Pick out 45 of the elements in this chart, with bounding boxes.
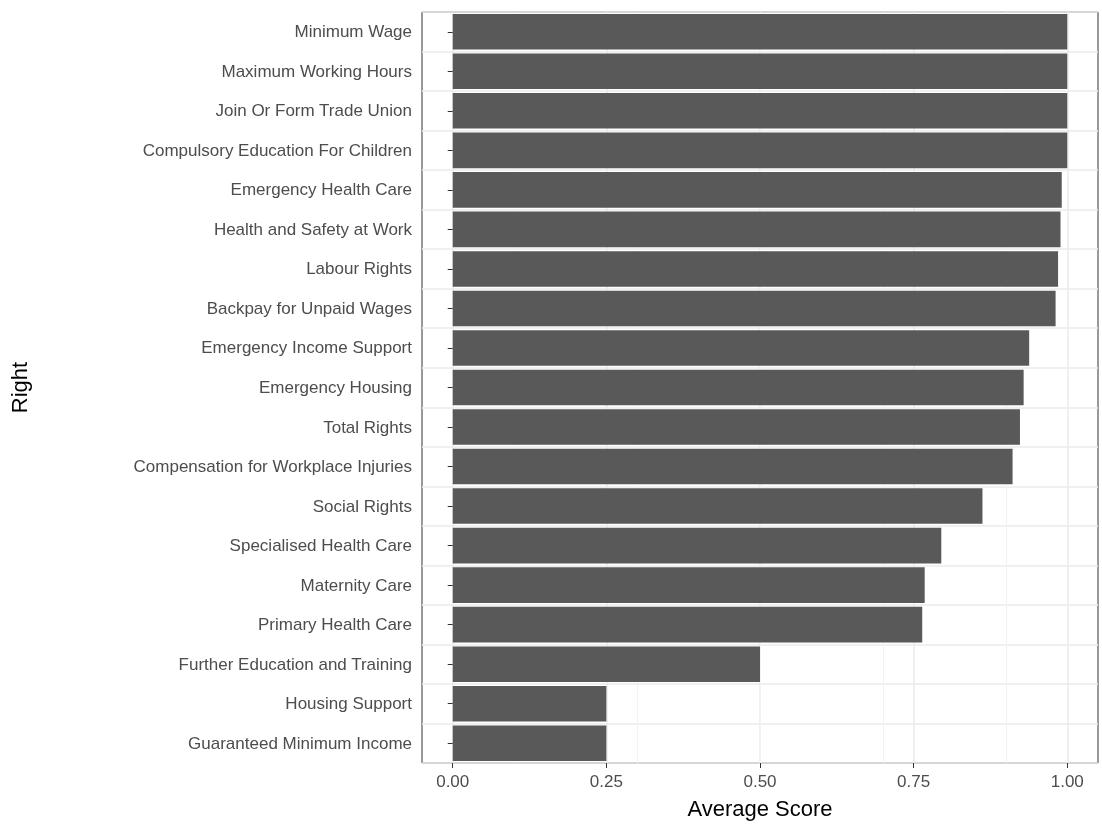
y-tick-label: Maternity Care bbox=[300, 575, 412, 595]
y-tick-label: Emergency Income Support bbox=[201, 338, 413, 358]
bar bbox=[452, 409, 1020, 445]
bar bbox=[452, 93, 1068, 129]
bar bbox=[452, 488, 983, 524]
y-tick-label: Guaranteed Minimum Income bbox=[188, 733, 412, 753]
bar bbox=[452, 251, 1059, 287]
bar bbox=[452, 725, 607, 762]
y-tick-label: Labour Rights bbox=[306, 259, 412, 279]
bar bbox=[452, 527, 942, 564]
bar bbox=[452, 290, 1056, 327]
x-tick-label: 0.00 bbox=[436, 772, 470, 791]
y-tick-label: Compensation for Workplace Injuries bbox=[133, 457, 412, 477]
y-tick-label: Backpay for Unpaid Wages bbox=[206, 298, 412, 318]
y-tick-label: Specialised Health Care bbox=[229, 536, 412, 556]
y-tick-label: Primary Health Care bbox=[258, 615, 412, 635]
x-tick-label: 0.50 bbox=[743, 772, 777, 791]
bar bbox=[452, 13, 1068, 50]
x-tick-label: 0.25 bbox=[589, 772, 623, 791]
bar bbox=[452, 211, 1061, 248]
y-tick-label: Health and Safety at Work bbox=[213, 219, 413, 239]
bar bbox=[452, 448, 1013, 485]
x-axis-title: Average Score bbox=[687, 795, 833, 821]
y-tick-label: Maximum Working Hours bbox=[221, 61, 412, 81]
bar bbox=[452, 172, 1062, 208]
y-tick-label: Compulsory Education For Children bbox=[142, 140, 412, 160]
bar bbox=[452, 132, 1068, 169]
bar bbox=[452, 567, 925, 603]
bar bbox=[452, 369, 1024, 406]
y-tick-label: Emergency Housing bbox=[258, 378, 412, 397]
y-tick-label: Housing Support bbox=[285, 694, 413, 714]
bar bbox=[452, 685, 607, 722]
bar bbox=[452, 330, 1030, 366]
y-tick-label: Emergency Health Care bbox=[230, 180, 412, 200]
x-tick-label: 0.75 bbox=[897, 772, 931, 791]
bar bbox=[452, 606, 923, 643]
y-tick-label: Further Education and Training bbox=[178, 654, 412, 674]
y-tick-label: Total Rights bbox=[323, 417, 412, 437]
bar bbox=[452, 53, 1068, 90]
y-tick-label: Join Or Form Trade Union bbox=[215, 101, 412, 121]
y-tick-label: Social Rights bbox=[312, 496, 412, 516]
x-tick-label: 1.00 bbox=[1050, 772, 1084, 791]
bar bbox=[452, 646, 760, 682]
y-axis-title: Right bbox=[6, 361, 32, 414]
y-tick-label: Minimum Wage bbox=[294, 22, 412, 42]
